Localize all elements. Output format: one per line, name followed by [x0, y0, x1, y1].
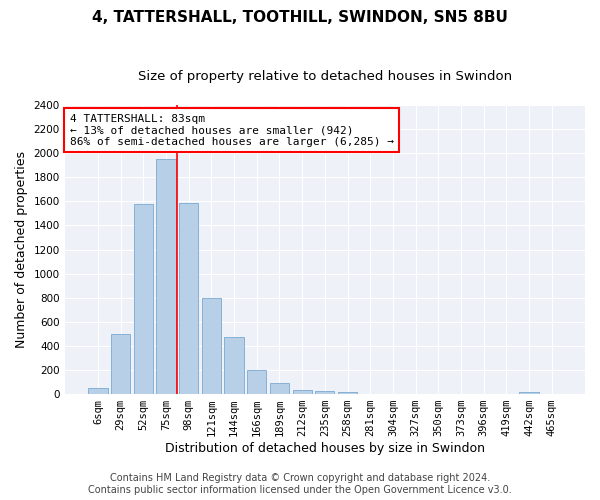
- Text: 4, TATTERSHALL, TOOTHILL, SWINDON, SN5 8BU: 4, TATTERSHALL, TOOTHILL, SWINDON, SN5 8…: [92, 10, 508, 25]
- Y-axis label: Number of detached properties: Number of detached properties: [15, 151, 28, 348]
- Bar: [224, 338, 244, 394]
- X-axis label: Distribution of detached houses by size in Swindon: Distribution of detached houses by size …: [165, 442, 485, 455]
- Title: Size of property relative to detached houses in Swindon: Size of property relative to detached ho…: [138, 70, 512, 83]
- Bar: [315, 391, 334, 394]
- Bar: [157, 159, 176, 394]
- Bar: [270, 383, 289, 394]
- Bar: [293, 390, 312, 394]
- Bar: [247, 370, 266, 394]
- Bar: [111, 334, 130, 394]
- Bar: [202, 298, 221, 394]
- Bar: [520, 392, 539, 394]
- Text: Contains HM Land Registry data © Crown copyright and database right 2024.
Contai: Contains HM Land Registry data © Crown c…: [88, 474, 512, 495]
- Bar: [88, 388, 107, 394]
- Bar: [338, 392, 357, 394]
- Text: 4 TATTERSHALL: 83sqm
← 13% of detached houses are smaller (942)
86% of semi-deta: 4 TATTERSHALL: 83sqm ← 13% of detached h…: [70, 114, 394, 147]
- Bar: [134, 204, 153, 394]
- Bar: [179, 202, 199, 394]
